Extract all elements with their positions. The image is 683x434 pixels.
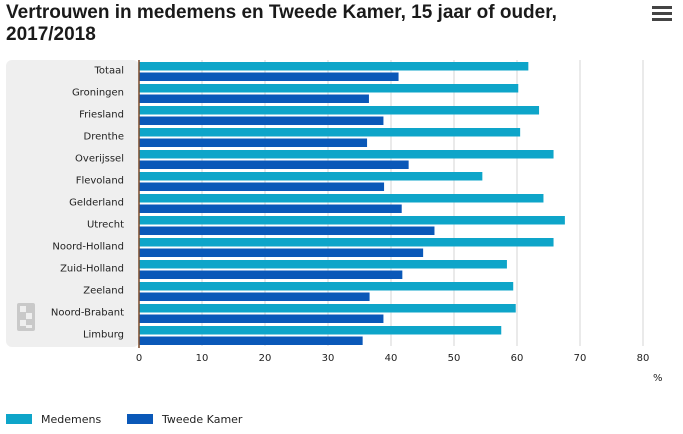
bar-tweede-kamer[interactable]: Drenthe — Tweede Kamer: 36.2% — [139, 138, 368, 148]
category-label: Noord-Holland — [52, 242, 124, 253]
category-label: Groningen — [72, 88, 124, 99]
bar-tweede-kamer[interactable]: Utrecht — Tweede Kamer: 46.9% — [139, 226, 435, 236]
bar-medemens[interactable]: Overijssel — Medemens: 65.8% — [139, 150, 554, 159]
bar-medemens[interactable]: Zuid-Holland — Medemens: 58.4% — [139, 260, 507, 269]
category-label: Overijssel — [75, 154, 124, 165]
category-label: Gelderland — [69, 198, 124, 209]
category-label: Flevoland — [76, 176, 124, 187]
bar-tweede-kamer[interactable]: Zeeland — Tweede Kamer: 36.6% — [139, 292, 370, 302]
x-tick-label: 10 — [196, 353, 209, 364]
bar-medemens[interactable]: Noord-Holland — Medemens: 65.8% — [139, 238, 554, 247]
legend-label-medemens: Medemens — [41, 413, 102, 426]
category-label: Zuid-Holland — [60, 264, 124, 275]
legend-swatch-tweede-kamer — [127, 414, 153, 424]
legend-label-tweede-kamer: Tweede Kamer — [162, 413, 243, 426]
x-tick-label: 80 — [637, 353, 650, 364]
bar-medemens[interactable]: Totaal — Medemens: 61.8% — [139, 62, 529, 71]
bar-medemens[interactable]: Zeeland — Medemens: 59.4% — [139, 282, 514, 291]
category-label: Drenthe — [84, 132, 125, 143]
x-tick-label: 70 — [574, 353, 587, 364]
bar-tweede-kamer[interactable]: Overijssel — Tweede Kamer: 42.8% — [139, 160, 409, 170]
bar-tweede-kamer[interactable]: Flevoland — Tweede Kamer: 38.9% — [139, 182, 385, 192]
bar-medemens[interactable]: Noord-Brabant — Medemens: 59.8% — [139, 304, 516, 313]
legend-item-medemens[interactable]: Medemens — [6, 413, 101, 426]
bar-medemens[interactable]: Friesland — Medemens: 63.5% — [139, 106, 540, 115]
chart-title: Vertrouwen in medemens en Tweede Kamer, … — [6, 2, 557, 45]
bar-medemens[interactable]: Flevoland — Medemens: 54.5% — [139, 172, 483, 181]
legend-swatch-medemens — [6, 414, 32, 424]
x-tick-label: 40 — [385, 353, 398, 364]
x-tick-label: 20 — [259, 353, 272, 364]
bar-tweede-kamer[interactable]: Totaal — Tweede Kamer: 41.2% — [139, 72, 399, 82]
category-label: Totaal — [94, 66, 124, 77]
hamburger-menu-icon[interactable] — [652, 6, 672, 24]
category-label: Noord-Brabant — [51, 308, 124, 319]
bar-medemens[interactable]: Groningen — Medemens: 60.2% — [139, 84, 519, 93]
bar-tweede-kamer[interactable]: Groningen — Tweede Kamer: 36.5% — [139, 94, 369, 104]
bar-medemens[interactable]: Utrecht — Medemens: 67.6% — [139, 216, 565, 225]
category-panel — [6, 60, 139, 347]
bar-medemens[interactable]: Limburg — Medemens: 57.5% — [139, 326, 502, 335]
category-label: Utrecht — [87, 220, 124, 231]
x-tick-label: 30 — [322, 353, 335, 364]
bar-tweede-kamer[interactable]: Noord-Brabant — Tweede Kamer: 38.8% — [139, 314, 384, 324]
bar-tweede-kamer[interactable]: Noord-Holland — Tweede Kamer: 45.1% — [139, 248, 424, 258]
x-tick-label: 0 — [136, 353, 142, 364]
unit-label: % — [653, 373, 663, 384]
category-label: Friesland — [79, 110, 124, 121]
x-tick-label: 60 — [511, 353, 524, 364]
x-tick-label: 50 — [448, 353, 461, 364]
category-label: Limburg — [83, 330, 124, 341]
bar-medemens[interactable]: Drenthe — Medemens: 60.5% — [139, 128, 521, 137]
legend-item-tweede-kamer[interactable]: Tweede Kamer — [127, 413, 242, 426]
bar-tweede-kamer[interactable]: Gelderland — Tweede Kamer: 41.7% — [139, 204, 402, 214]
category-label: Zeeland — [83, 286, 124, 297]
bar-tweede-kamer[interactable]: Friesland — Tweede Kamer: 38.8% — [139, 116, 384, 126]
bar-medemens[interactable]: Gelderland — Medemens: 64.2% — [139, 194, 544, 203]
cbs-logo-icon — [17, 303, 35, 331]
bar-tweede-kamer[interactable]: Limburg — Tweede Kamer: 35.5% — [139, 336, 363, 346]
bar-tweede-kamer[interactable]: Zuid-Holland — Tweede Kamer: 41.8% — [139, 270, 403, 280]
